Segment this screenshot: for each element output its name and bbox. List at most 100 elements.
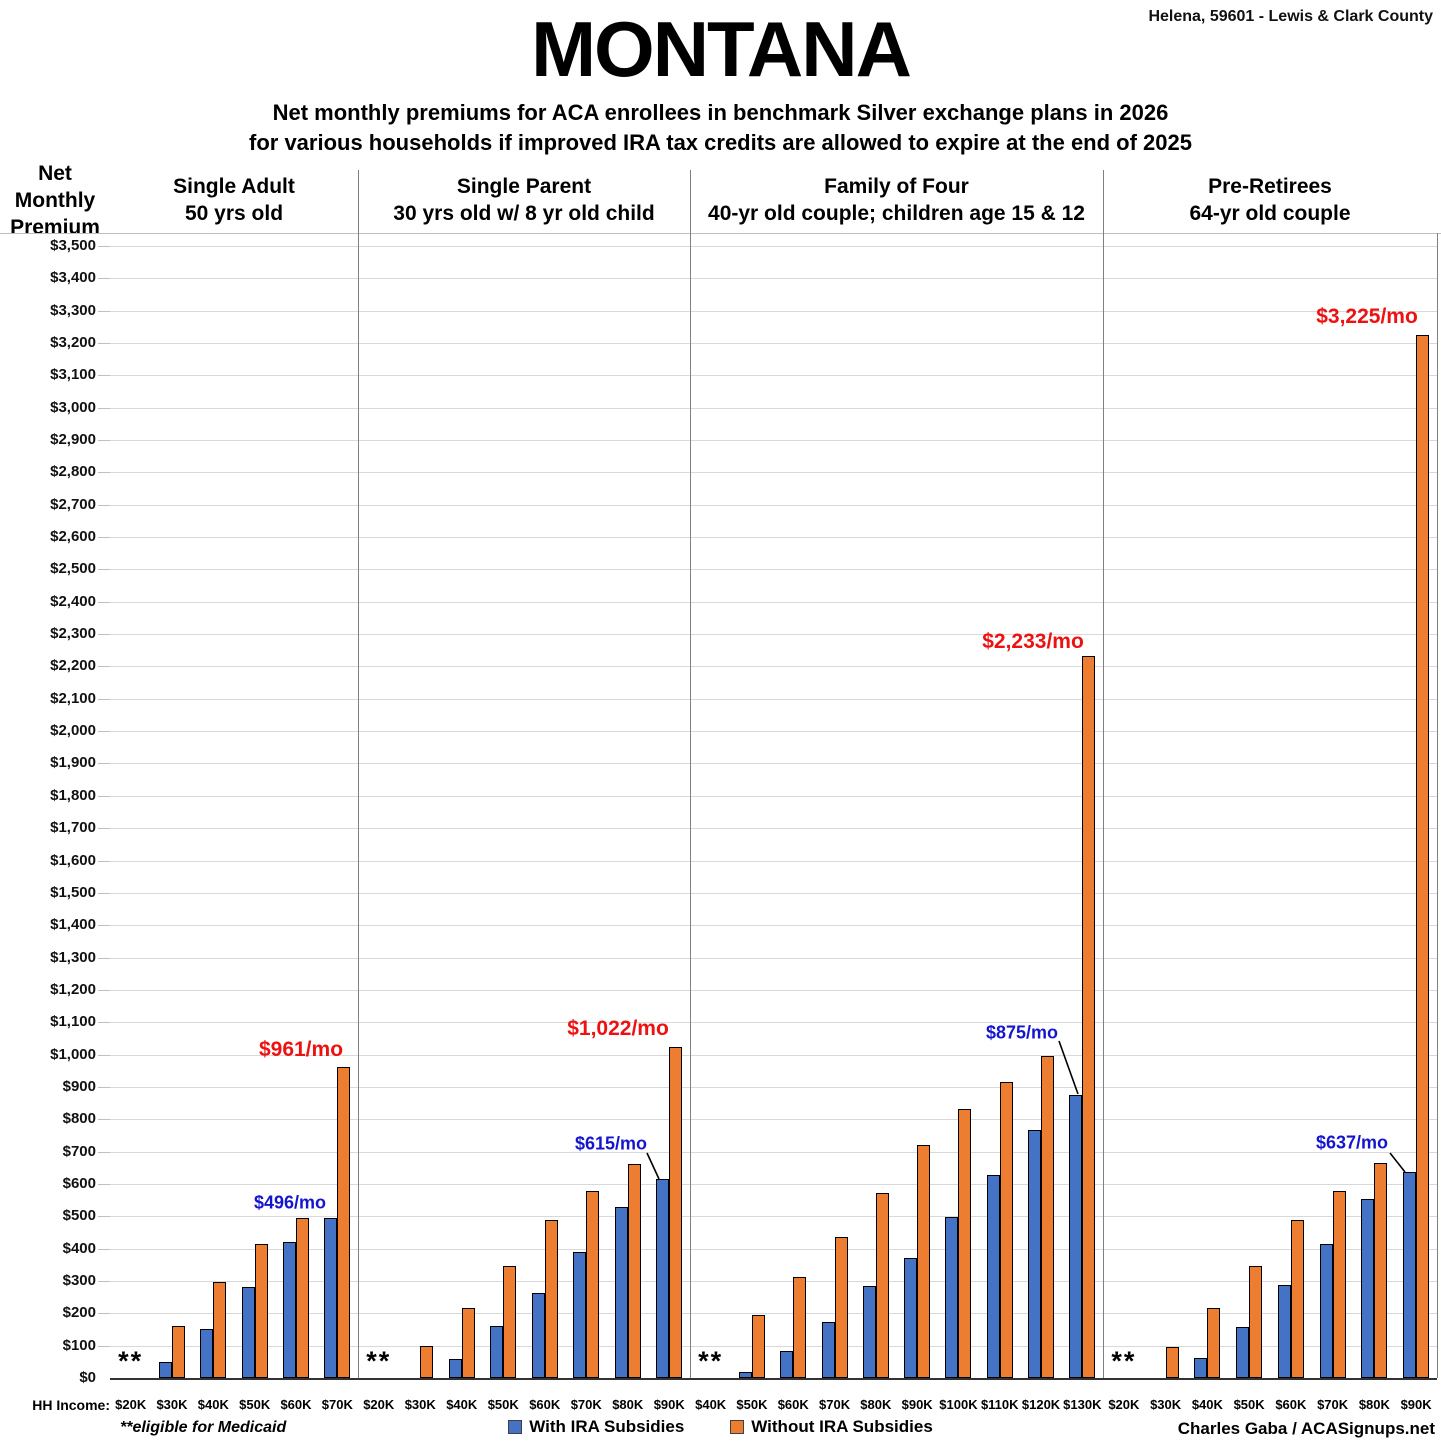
x-category-label: $120K bbox=[1021, 1397, 1061, 1412]
medicaid-footnote: **eligible for Medicaid bbox=[120, 1419, 287, 1436]
gridline bbox=[110, 407, 1437, 409]
gridline bbox=[110, 989, 1437, 991]
x-category-label: $70K bbox=[570, 1397, 602, 1412]
bar-with-ira-subsidies bbox=[945, 1217, 959, 1378]
y-tick bbox=[98, 634, 110, 636]
y-tick-label: $900 bbox=[62, 1077, 96, 1095]
x-category-label: $60K bbox=[529, 1397, 561, 1412]
credit-label: Charles Gaba / ACASignups.net bbox=[1177, 1419, 1435, 1438]
y-tick bbox=[98, 569, 110, 571]
gridline bbox=[110, 472, 1437, 474]
gridline bbox=[110, 1054, 1437, 1056]
y-tick-label: $1,800 bbox=[50, 786, 96, 804]
bar-without-ira-subsidies bbox=[544, 1219, 558, 1378]
chart-legend: With IRA Subsidies Without IRA Subsidies bbox=[0, 1417, 1441, 1437]
bar-with-ira-subsidies bbox=[656, 1179, 670, 1378]
bar-with-ira-subsidies bbox=[738, 1371, 752, 1378]
gridline bbox=[110, 246, 1437, 247]
bar-without-ira-subsidies bbox=[254, 1244, 268, 1378]
y-tick-label: $1,100 bbox=[50, 1013, 96, 1031]
y-tick bbox=[98, 1022, 110, 1024]
x-category-label: $50K bbox=[239, 1397, 271, 1412]
x-category-label: $40K bbox=[197, 1397, 229, 1412]
x-axis-line bbox=[110, 1378, 1437, 1380]
value-annotation-blue: $875/mo bbox=[985, 1022, 1059, 1043]
y-tick-label: $700 bbox=[62, 1142, 96, 1160]
x-category-label: $80K bbox=[860, 1397, 892, 1412]
gridline bbox=[110, 504, 1437, 506]
x-category-label: $90K bbox=[901, 1397, 933, 1412]
gridline bbox=[110, 440, 1437, 442]
panel-title: Single Adult bbox=[173, 175, 295, 199]
bar-with-ira-subsidies bbox=[531, 1292, 545, 1378]
bar-without-ira-subsidies bbox=[503, 1266, 517, 1378]
panel-header-pre-retirees: Pre-Retirees 64-yr old couple bbox=[1103, 168, 1437, 233]
y-tick-label: $800 bbox=[62, 1110, 96, 1128]
medicaid-marker: ** bbox=[118, 1346, 144, 1376]
bar-with-ira-subsidies bbox=[573, 1252, 587, 1378]
y-tick bbox=[98, 1313, 110, 1315]
y-tick bbox=[98, 440, 110, 442]
header-divider-line bbox=[0, 233, 1441, 234]
bar-with-ira-subsidies bbox=[1194, 1358, 1208, 1378]
y-tick-label: $2,900 bbox=[50, 431, 96, 449]
y-tick bbox=[98, 1054, 110, 1056]
gridline bbox=[110, 698, 1437, 700]
y-tick-label: $3,100 bbox=[50, 366, 96, 384]
bar-without-ira-subsidies bbox=[172, 1325, 185, 1378]
medicaid-marker: ** bbox=[698, 1346, 724, 1376]
gridline bbox=[110, 1248, 1437, 1250]
y-tick bbox=[98, 343, 110, 345]
y-tick-label: $0 bbox=[79, 1369, 96, 1386]
bar-with-ira-subsidies bbox=[1277, 1285, 1291, 1378]
x-category-label: $90K bbox=[653, 1397, 685, 1412]
x-category-label: $60K bbox=[280, 1397, 312, 1412]
legend-item-with-ira: With IRA Subsidies bbox=[508, 1417, 684, 1437]
value-annotation-red: $2,233/mo bbox=[982, 630, 1084, 653]
y-tick bbox=[98, 310, 110, 312]
value-annotation-blue: $637/mo bbox=[1315, 1132, 1389, 1153]
bar-without-ira-subsidies bbox=[1290, 1219, 1304, 1378]
y-tick bbox=[98, 1248, 110, 1250]
x-category-label: $30K bbox=[1150, 1397, 1182, 1412]
bar-without-ira-subsidies bbox=[1416, 334, 1430, 1378]
gridline bbox=[110, 1022, 1437, 1024]
bar-without-ira-subsidies bbox=[958, 1108, 972, 1378]
x-category-label: $40K bbox=[1191, 1397, 1223, 1412]
x-category-label: $30K bbox=[404, 1397, 436, 1412]
gridline bbox=[110, 1216, 1437, 1218]
y-tick-label: $500 bbox=[62, 1207, 96, 1225]
y-tick bbox=[98, 1280, 110, 1282]
value-annotation-red: $961/mo bbox=[258, 1038, 344, 1061]
y-tick-label: $2,100 bbox=[50, 689, 96, 707]
panel-title: Family of Four bbox=[824, 175, 969, 199]
x-category-label: $90K bbox=[1400, 1397, 1432, 1412]
x-category-label: $40K bbox=[446, 1397, 478, 1412]
y-tick-label: $1,500 bbox=[50, 883, 96, 901]
y-tick-label: $1,700 bbox=[50, 819, 96, 837]
panel-subtitle: 64-yr old couple bbox=[1189, 201, 1351, 225]
x-category-label: $110K bbox=[980, 1397, 1019, 1412]
legend-label: Without IRA Subsidies bbox=[751, 1417, 933, 1436]
value-annotation-blue: $615/mo bbox=[574, 1133, 648, 1154]
gridline bbox=[110, 375, 1437, 377]
panel-header-single-parent: Single Parent 30 yrs old w/ 8 yr old chi… bbox=[358, 168, 690, 233]
x-category-label: $80K bbox=[1358, 1397, 1390, 1412]
y-tick bbox=[98, 957, 110, 959]
y-tick-label: $3,000 bbox=[50, 398, 96, 416]
y-tick-label: $200 bbox=[62, 1304, 96, 1322]
y-tick bbox=[98, 860, 110, 862]
y-tick-label: $2,500 bbox=[50, 560, 96, 578]
y-tick bbox=[98, 278, 110, 280]
bar-with-ira-subsidies bbox=[986, 1174, 1000, 1378]
bar-without-ira-subsidies bbox=[834, 1236, 848, 1378]
y-tick-label: $3,400 bbox=[50, 269, 96, 287]
column-header-row: Net Monthly Premium Single Adult 50 yrs … bbox=[0, 162, 1441, 240]
panel-subtitle: 50 yrs old bbox=[184, 201, 284, 225]
legend-item-without-ira: Without IRA Subsidies bbox=[730, 1417, 933, 1437]
bar-without-ira-subsidies bbox=[627, 1163, 641, 1378]
gridline bbox=[110, 1313, 1437, 1315]
y-tick bbox=[98, 698, 110, 700]
bar-without-ira-subsidies bbox=[420, 1346, 434, 1378]
